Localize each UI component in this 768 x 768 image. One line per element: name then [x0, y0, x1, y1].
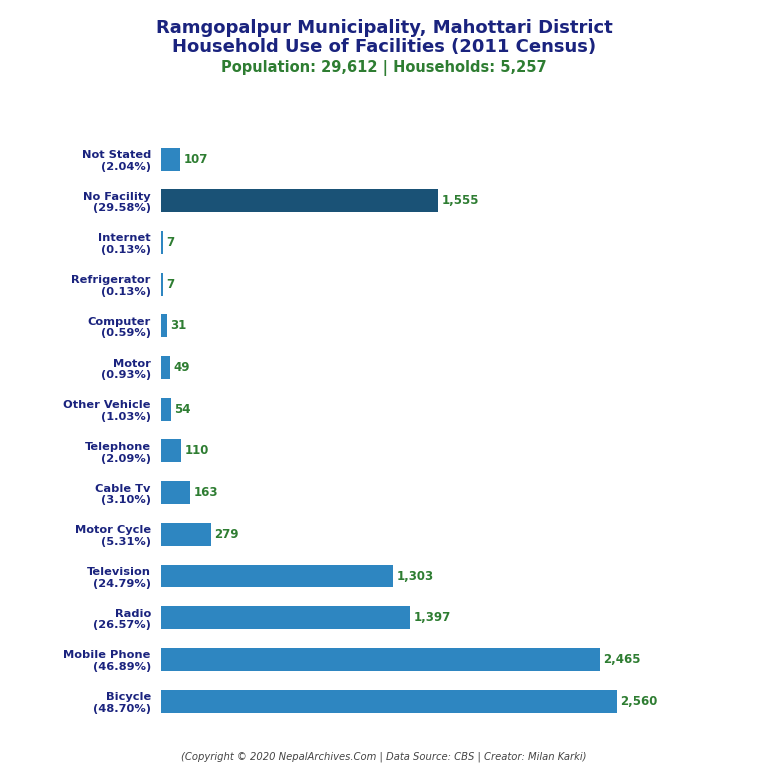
Bar	[161, 648, 600, 671]
Text: 2,465: 2,465	[604, 653, 641, 666]
Text: 54: 54	[174, 402, 191, 415]
Bar	[161, 398, 171, 421]
Text: Population: 29,612 | Households: 5,257: Population: 29,612 | Households: 5,257	[221, 60, 547, 76]
Bar	[161, 190, 438, 212]
Text: 1,555: 1,555	[442, 194, 479, 207]
Bar	[161, 231, 163, 254]
Text: 163: 163	[194, 486, 218, 499]
Bar	[161, 481, 190, 504]
Bar	[161, 564, 393, 588]
Text: (Copyright © 2020 NepalArchives.Com | Data Source: CBS | Creator: Milan Karki): (Copyright © 2020 NepalArchives.Com | Da…	[181, 751, 587, 762]
Text: Household Use of Facilities (2011 Census): Household Use of Facilities (2011 Census…	[172, 38, 596, 56]
Text: Ramgopalpur Municipality, Mahottari District: Ramgopalpur Municipality, Mahottari Dist…	[156, 19, 612, 37]
Bar	[161, 147, 180, 170]
Text: 49: 49	[174, 361, 190, 374]
Bar	[161, 314, 167, 337]
Bar	[161, 523, 211, 546]
Text: 1,397: 1,397	[413, 611, 451, 624]
Bar	[161, 606, 410, 629]
Text: 7: 7	[166, 236, 174, 249]
Bar	[161, 690, 617, 713]
Text: 279: 279	[214, 528, 239, 541]
Bar	[161, 273, 163, 296]
Text: 107: 107	[184, 153, 208, 166]
Text: 31: 31	[170, 319, 187, 333]
Text: 1,303: 1,303	[397, 570, 434, 582]
Text: 7: 7	[166, 278, 174, 290]
Bar	[161, 439, 180, 462]
Text: 110: 110	[184, 445, 209, 458]
Bar	[161, 356, 170, 379]
Text: 2,560: 2,560	[621, 694, 658, 707]
